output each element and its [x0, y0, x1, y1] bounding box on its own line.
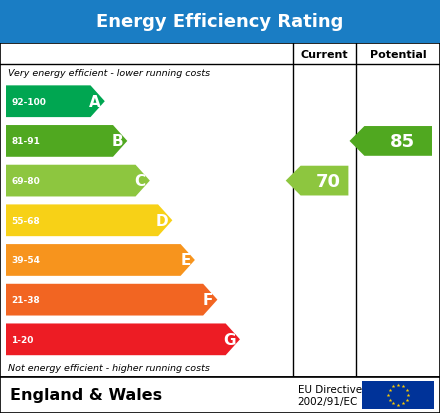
- Text: G: G: [224, 332, 236, 347]
- Bar: [0, 377, 440, 413]
- Polygon shape: [286, 166, 348, 196]
- Polygon shape: [6, 205, 172, 237]
- Text: 55-68: 55-68: [11, 216, 40, 225]
- Text: Potential: Potential: [370, 50, 426, 59]
- Polygon shape: [6, 165, 150, 197]
- Text: EU Directive: EU Directive: [297, 384, 362, 394]
- Text: 81-91: 81-91: [11, 137, 40, 146]
- Text: 21-38: 21-38: [11, 295, 40, 304]
- Text: England & Wales: England & Wales: [10, 387, 162, 402]
- Bar: [0, 44, 440, 377]
- Text: Not energy efficient - higher running costs: Not energy efficient - higher running co…: [8, 363, 210, 373]
- Text: 69-80: 69-80: [11, 177, 40, 186]
- Polygon shape: [6, 324, 240, 355]
- Bar: [363, 381, 434, 409]
- Polygon shape: [6, 86, 105, 118]
- Polygon shape: [349, 127, 432, 157]
- Polygon shape: [6, 244, 195, 276]
- Text: 92-100: 92-100: [11, 97, 46, 107]
- Text: B: B: [112, 134, 123, 149]
- Text: C: C: [135, 174, 146, 189]
- Text: D: D: [156, 213, 169, 228]
- Text: 39-54: 39-54: [11, 256, 40, 265]
- Text: Current: Current: [301, 50, 348, 59]
- Text: F: F: [203, 292, 213, 307]
- Text: 1-20: 1-20: [11, 335, 33, 344]
- Text: 85: 85: [390, 133, 415, 151]
- Bar: [0, 0, 440, 44]
- Polygon shape: [6, 126, 127, 157]
- Text: 2002/91/EC: 2002/91/EC: [297, 396, 358, 406]
- Text: Energy Efficiency Rating: Energy Efficiency Rating: [96, 13, 344, 31]
- Text: Very energy efficient - lower running costs: Very energy efficient - lower running co…: [8, 69, 210, 78]
- Text: E: E: [180, 253, 191, 268]
- Polygon shape: [6, 284, 217, 316]
- Text: A: A: [89, 95, 101, 109]
- Text: 70: 70: [316, 172, 341, 190]
